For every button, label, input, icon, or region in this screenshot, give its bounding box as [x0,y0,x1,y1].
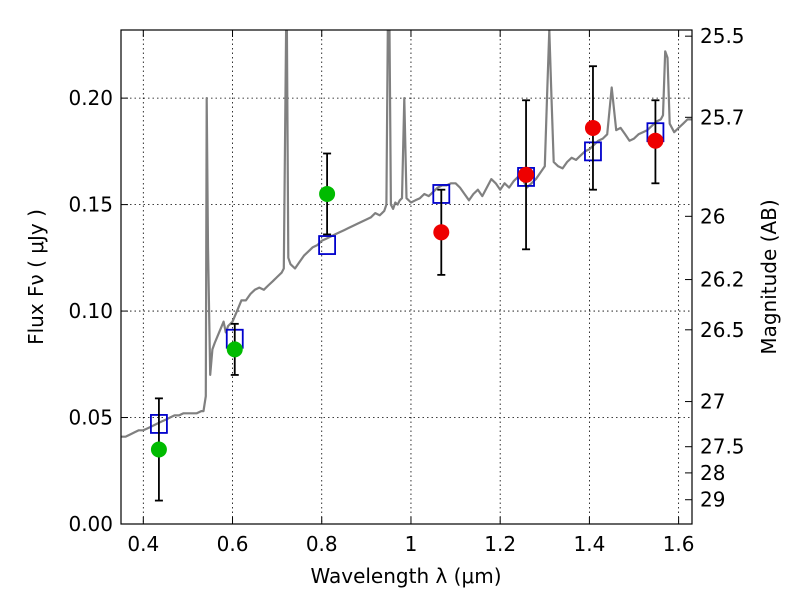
y-right-tick-label: 26.2 [700,268,745,292]
y-tick-label: 0.00 [68,512,113,536]
y-tick-label: 0.20 [68,86,113,110]
x-tick-label: 0.6 [217,532,249,556]
model-photometry-square [318,235,336,255]
x-tick-label: 1.2 [484,532,516,556]
x-tick-label: 0.4 [127,532,159,556]
y-right-tick-label: 27 [700,390,725,414]
y-right-tick-label: 25.5 [700,24,745,48]
y-right-tick-label: 26.5 [700,318,745,342]
plot-area [121,30,692,502]
photometry-point [319,185,336,202]
photometry-point [518,166,535,183]
x-tick-label: 1 [405,532,418,556]
photometry-point [584,119,601,136]
photometry-point [647,132,664,149]
y-right-tick-label: 29 [700,488,725,512]
y-tick-label: 0.05 [68,406,113,430]
axis-ticks: 0.4 0.6 0.8 1 1.2 1.4 1.6 0.00 0.05 0.10 0.15 0.20 2… [68,24,744,556]
y-right-tick-label: 25.7 [700,105,745,129]
x-axis-label: Wavelength λ (μm) [310,564,501,588]
x-tick-label: 0.8 [306,532,338,556]
y-tick-label: 0.10 [68,299,113,323]
y-axis-label: Flux Fν ( μJy ) [24,209,48,345]
y-right-tick-label: 26 [700,204,725,228]
x-tick-label: 1.6 [663,532,695,556]
photometry-point [433,224,450,241]
y-right-tick-label: 27.5 [700,435,745,459]
plot-frame [120,29,693,525]
x-tick-label: 1.4 [573,532,605,556]
y-right-tick-label: 28 [700,461,725,485]
y-axis-label-right: Magnitude (AB) [757,199,781,354]
spectrum-line [121,30,692,438]
y-tick-label: 0.15 [68,193,113,217]
photometry-point [226,341,243,358]
photometry-point [150,441,167,458]
